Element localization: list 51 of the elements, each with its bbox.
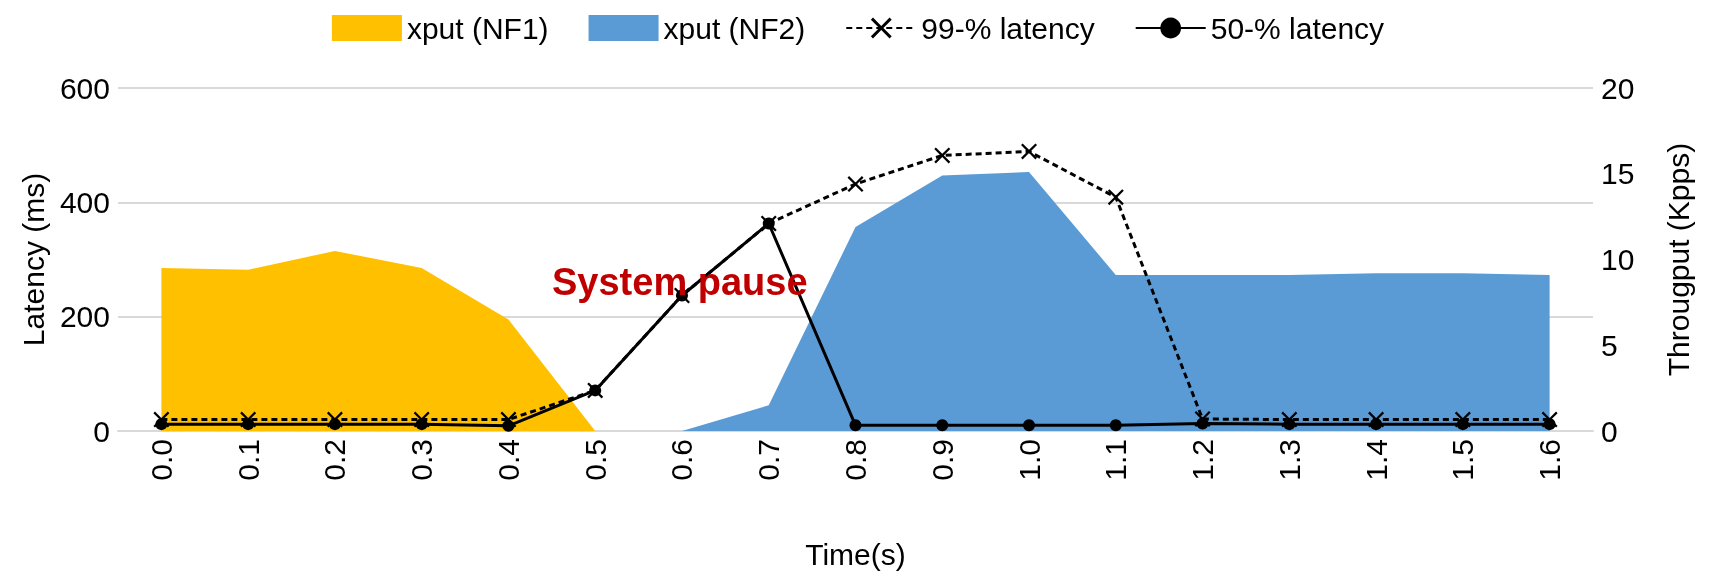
point	[934, 147, 951, 164]
x-tick-label: 0.0	[144, 439, 178, 481]
x-tick-label: 1.6	[1533, 439, 1567, 481]
point	[1456, 418, 1469, 431]
x-tick-label: 0.3	[405, 439, 439, 481]
point	[1283, 418, 1296, 431]
legend-label: 50-% latency	[1210, 11, 1385, 45]
x-tick-label: 1.4	[1359, 439, 1393, 481]
point	[1021, 143, 1038, 160]
legend-label: xput (NF1)	[406, 11, 549, 45]
y-tick-label: 200	[59, 300, 110, 334]
x-tick-label: 0.2	[318, 439, 352, 481]
x-axis-title: Time(s)	[805, 537, 906, 571]
legend-label: 99-% latency	[921, 11, 1095, 45]
y2-tick-label: 5	[1601, 328, 1618, 362]
point	[155, 418, 168, 431]
point	[936, 419, 949, 432]
x-tick-label: 0.5	[578, 439, 612, 481]
x-tick-label: 1.5	[1446, 439, 1480, 481]
y2-tick-label: 0	[1601, 414, 1618, 448]
x-tick-label: 1.3	[1272, 439, 1306, 481]
y-tick-label: 600	[59, 71, 110, 105]
point	[242, 418, 255, 431]
x-tick-label: 0.4	[491, 439, 525, 481]
point	[1196, 417, 1209, 430]
point	[849, 419, 862, 432]
point	[1543, 418, 1556, 431]
x-tick-label: 0.6	[665, 439, 699, 481]
x-tick-label: 1.0	[1012, 439, 1046, 481]
point	[328, 418, 341, 431]
point	[415, 418, 428, 431]
x-tick-label: 1.1	[1099, 439, 1133, 481]
point	[1370, 418, 1383, 431]
y-tick-label: 400	[59, 185, 110, 219]
y2-axis-title: Througput (Kpps)	[1661, 142, 1695, 377]
point	[502, 419, 515, 432]
y2-tick-label: 10	[1601, 243, 1635, 276]
x-tick-label: 0.8	[839, 439, 872, 481]
point	[1107, 189, 1124, 206]
x-tick-label: 1.2	[1186, 439, 1220, 481]
x-tick-label: 0.1	[231, 439, 265, 481]
y-axis-title: Latency (ms)	[16, 172, 50, 347]
legend-label: xput (NF2)	[663, 11, 806, 45]
point	[1109, 419, 1122, 432]
y-tick-label: 0	[93, 414, 110, 448]
point	[847, 176, 864, 193]
y2-tick-label: 20	[1601, 71, 1635, 105]
x-tick-label: 0.9	[925, 439, 959, 481]
point	[1023, 419, 1036, 432]
y2-tick-label: 15	[1601, 157, 1635, 191]
x-tick-label: 0.7	[752, 439, 786, 481]
